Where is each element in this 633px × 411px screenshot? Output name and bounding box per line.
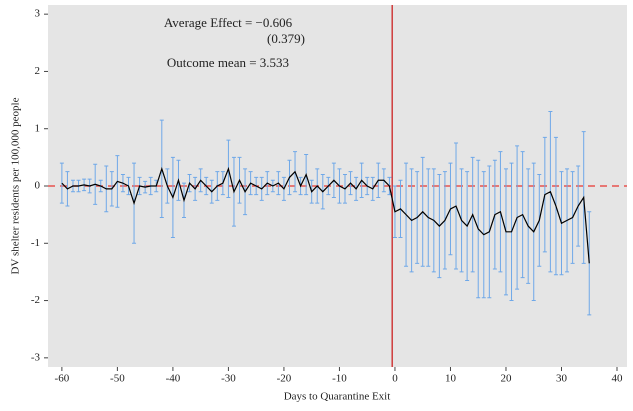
estimate-line (61, 166, 590, 264)
x-tick-label: -10 (332, 373, 347, 385)
y-tick-label: -1 (31, 237, 40, 249)
annotation: Average Effect = −0.606 (164, 15, 293, 30)
y-axis-label: DV shelter residents per 100,000 people (10, 97, 22, 274)
annotation: (0.379) (267, 31, 305, 46)
x-axis-label: Days to Quarantine Exit (284, 391, 391, 403)
y-tick-label: -3 (31, 351, 41, 363)
x-tick-label: 20 (500, 373, 512, 385)
x-tick-label: -20 (277, 373, 292, 385)
x-tick-label: 10 (445, 373, 457, 385)
error-bar (587, 211, 592, 316)
x-tick-label: -30 (221, 373, 236, 385)
x-tick-label: -40 (166, 373, 181, 385)
x-tick-label: 0 (392, 373, 398, 385)
x-tick-label: 40 (612, 373, 624, 385)
y-tick-label: 3 (35, 8, 41, 20)
x-tick-label: -60 (55, 373, 70, 385)
x-tick-label: -50 (110, 373, 125, 385)
y-tick-label: 2 (35, 65, 41, 77)
y-tick-label: -2 (31, 294, 40, 306)
y-tick-label: 0 (35, 180, 41, 192)
annotation: Outcome mean = 3.533 (167, 55, 289, 70)
x-tick-label: 30 (556, 373, 568, 385)
y-tick-label: 1 (35, 122, 41, 134)
